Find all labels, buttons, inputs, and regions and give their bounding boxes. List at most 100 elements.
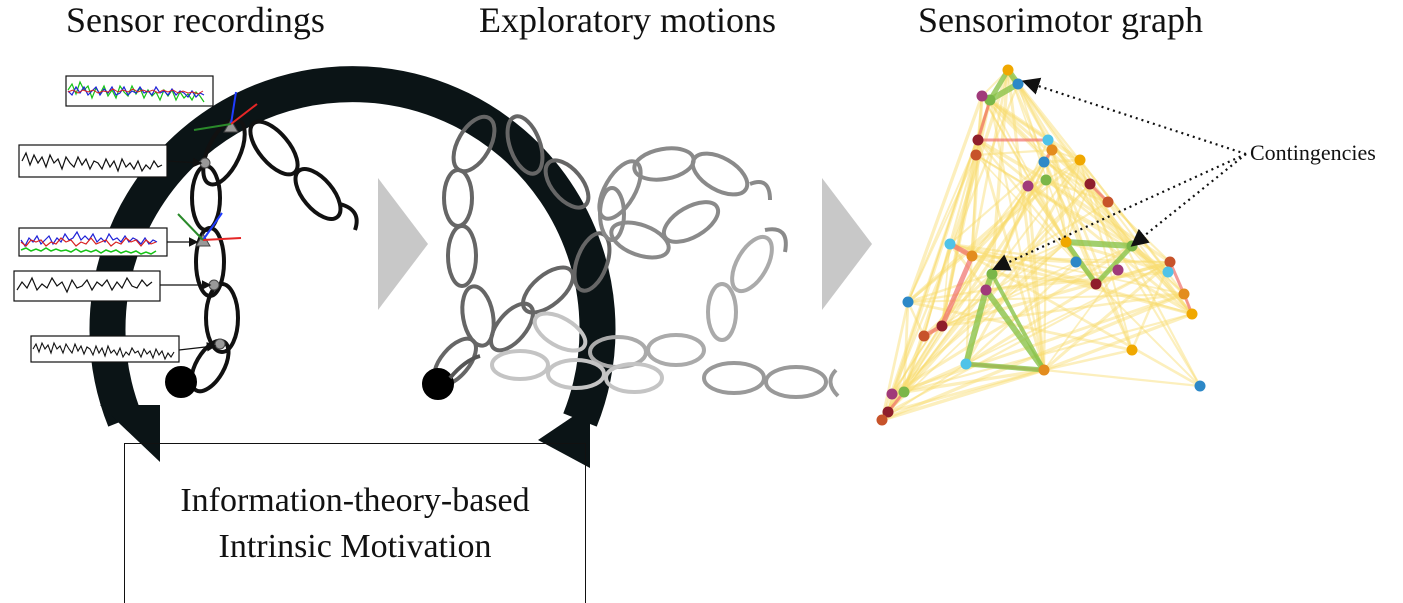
weak-edge	[1026, 185, 1046, 371]
weak-edge	[903, 273, 993, 393]
graph-node	[1070, 256, 1082, 268]
graph-node	[976, 90, 988, 102]
graph-nodes	[876, 64, 1206, 426]
weak-edge	[887, 261, 1171, 413]
weak-edge	[907, 272, 993, 304]
weak-edge	[1050, 149, 1068, 243]
contingency-edge	[983, 288, 1047, 372]
weak-edge	[989, 99, 1067, 243]
weak-edge	[1046, 139, 1194, 315]
weak-edge	[989, 98, 1081, 162]
weak-edge	[1088, 183, 1134, 247]
graph-node	[936, 320, 948, 332]
weak-edge	[1043, 161, 1091, 185]
weak-edge	[923, 261, 1077, 337]
weak-edge	[990, 149, 1054, 275]
sensor-recording-panels	[13, 75, 217, 363]
graph-node	[918, 330, 930, 342]
weak-edge	[985, 183, 1091, 291]
weak-edge	[906, 301, 926, 337]
weak-edge	[1006, 69, 1046, 371]
process-arrow-2	[822, 178, 872, 310]
exploratory-motion-poses	[422, 114, 840, 400]
graph-node	[1012, 78, 1024, 90]
weak-edge	[1046, 138, 1134, 248]
weak-edge	[880, 179, 1048, 421]
weak-edge	[1117, 268, 1193, 316]
weak-edge	[981, 95, 1067, 243]
weak-edge	[971, 161, 1045, 257]
weak-edge	[903, 185, 1029, 393]
weak-edge	[941, 241, 1067, 327]
weak-edge	[1043, 269, 1119, 371]
graph-node	[898, 386, 910, 398]
intrinsic-motivation-box: Information-theory-based Intrinsic Motiv…	[124, 443, 586, 603]
weak-edge	[906, 95, 984, 303]
weak-edge	[881, 335, 925, 421]
weak-edge	[1130, 261, 1172, 351]
weak-edge	[1065, 159, 1081, 243]
weak-edge	[903, 362, 967, 394]
weak-edge	[1017, 83, 1201, 387]
weak-edge	[940, 154, 978, 327]
weak-edge	[902, 301, 910, 393]
weak-edge	[887, 368, 1045, 414]
graph-node	[886, 388, 898, 400]
feedback-loop-arrow	[89, 66, 616, 468]
graph-node	[1038, 364, 1050, 376]
weak-edge	[1043, 348, 1133, 372]
graph-node	[1194, 380, 1206, 392]
motivation-line-2: Intrinsic Motivation	[218, 528, 492, 565]
weak-edge	[1088, 183, 1120, 271]
weak-edge	[970, 95, 984, 257]
weak-edge	[941, 292, 1185, 328]
weak-edge	[949, 242, 1097, 286]
weak-edge	[949, 243, 1185, 295]
weak-edge	[1045, 178, 1171, 264]
contingency-pointers	[991, 77, 1247, 271]
graph-node	[1126, 344, 1138, 356]
exploratory-motions-heading: Exploratory motions	[479, 0, 776, 40]
graph-node	[1178, 288, 1190, 300]
weak-edge	[965, 282, 1097, 366]
weak-edge	[1045, 159, 1081, 181]
contingency-edge	[1094, 244, 1134, 286]
weak-edge	[1131, 244, 1169, 274]
graph-node	[1060, 236, 1072, 248]
weak-edge	[965, 261, 1077, 365]
weak-edge	[907, 268, 1119, 304]
weak-edge	[1027, 139, 1049, 187]
weak-edge	[1131, 245, 1185, 295]
weak-edge	[941, 245, 1133, 327]
weak-edge	[1006, 69, 1098, 285]
weak-edge	[975, 154, 1169, 273]
graph-node	[1040, 174, 1052, 186]
strong-edge	[939, 255, 975, 327]
graph-node	[944, 238, 956, 250]
weak-edge	[906, 178, 1048, 304]
weak-edge	[1050, 149, 1134, 351]
weak-edge	[1131, 245, 1193, 315]
weak-edge	[1027, 185, 1067, 243]
weak-edge	[971, 254, 1077, 264]
weak-edge	[1042, 260, 1172, 372]
weak-edge	[1006, 69, 1092, 185]
weak-edge	[1095, 260, 1171, 286]
weak-edge	[989, 99, 1193, 315]
weak-edge	[1027, 184, 1133, 248]
graph-node	[972, 134, 984, 146]
weak-edge	[970, 69, 1010, 257]
weak-edge	[1079, 159, 1133, 351]
weak-edge	[971, 179, 1047, 257]
weak-edge	[891, 244, 1133, 396]
weak-edge	[1043, 368, 1201, 388]
weak-edge	[891, 368, 1045, 396]
weak-edge	[1043, 312, 1193, 372]
weak-edge	[981, 95, 1077, 263]
loop-arrowhead-right	[538, 405, 590, 468]
weak-edge	[981, 95, 1133, 247]
strong-edge	[976, 99, 992, 141]
weak-edge	[1079, 159, 1201, 387]
weak-edge	[965, 261, 1171, 365]
weak-edge	[964, 159, 1082, 365]
